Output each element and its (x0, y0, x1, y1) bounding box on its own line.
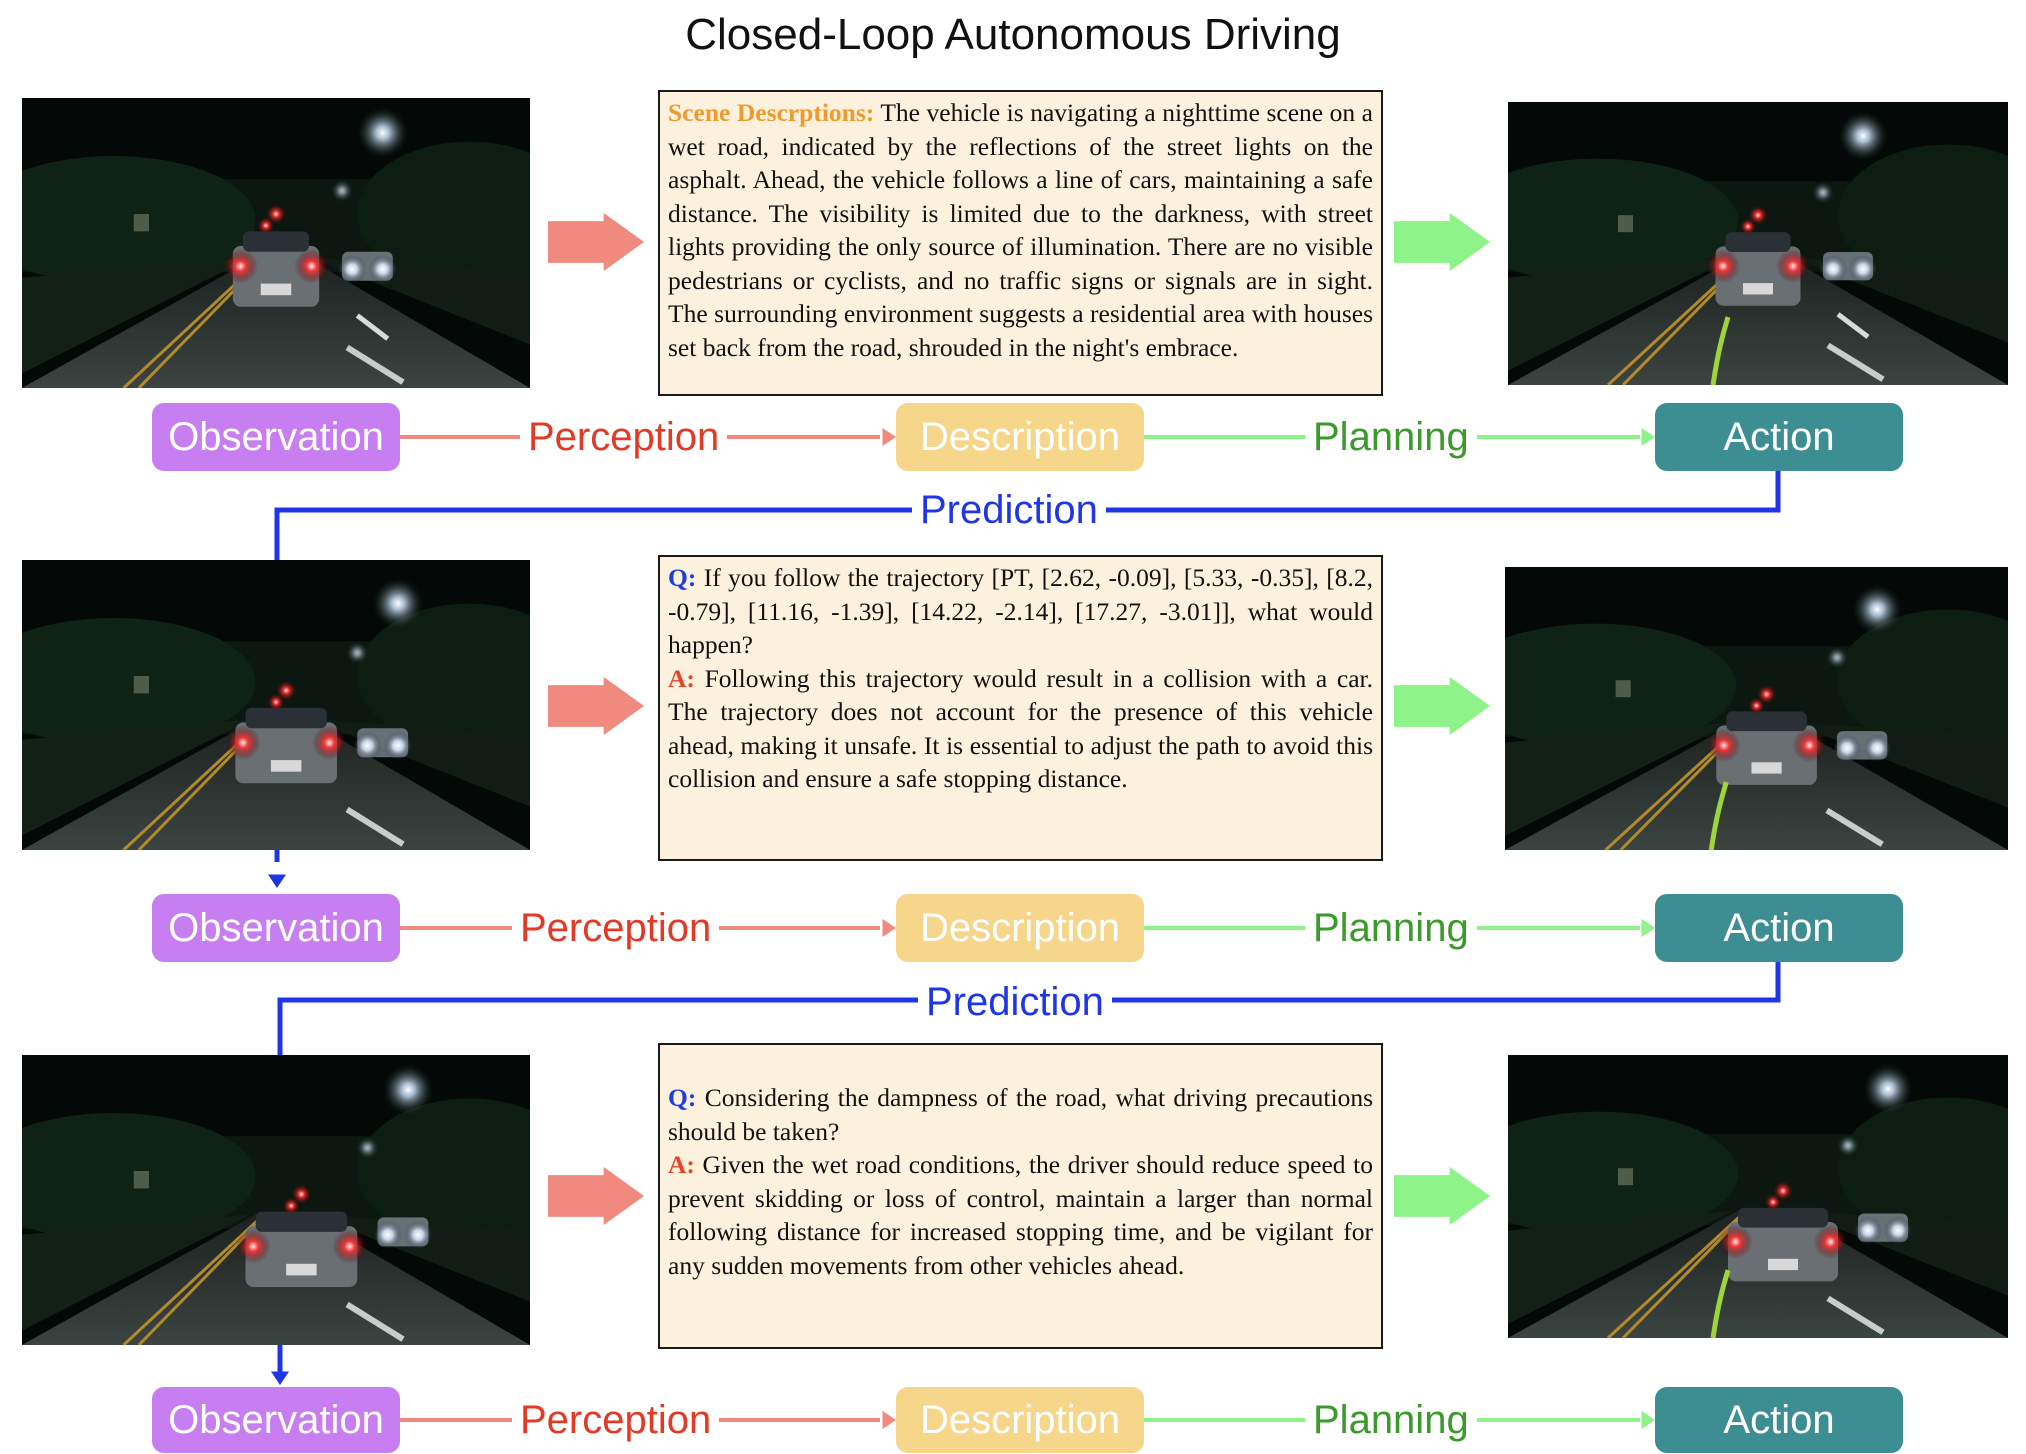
question-text-row-2: If you follow the trajectory [PT, [2.62,… (668, 563, 1373, 659)
perception-label-row-3: Perception (512, 1398, 720, 1442)
answer-label-row-2: A: (668, 663, 695, 693)
planning-label-row-2: Planning (1305, 906, 1477, 950)
description-node-row-2: Description (896, 894, 1144, 962)
action-image-row-3 (1508, 1055, 2008, 1338)
action-node-row-2: Action (1655, 894, 1903, 962)
scene-description-text: The vehicle is navigating a nighttime sc… (668, 98, 1373, 362)
perception-block-arrow-row-1 (548, 213, 644, 271)
answer-text-row-2: Following this trajectory would result i… (668, 663, 1373, 794)
perception-arrowhead-row-3 (882, 1411, 896, 1429)
perception-arrowhead-row-2 (882, 919, 896, 937)
action-image-row-2 (1505, 567, 2008, 850)
observation-image-row-2 (22, 560, 530, 850)
question-label-row-2: Q: (668, 563, 697, 592)
description-node-row-3: Description (896, 1387, 1144, 1453)
night-road-scene (1508, 102, 2008, 385)
perception-label-row-1: Perception (520, 415, 728, 459)
prediction-arrowhead-1 (268, 874, 286, 888)
planning-arrowhead-row-2 (1641, 919, 1655, 937)
night-road-scene (22, 98, 530, 388)
answer-text-row-3: Given the wet road conditions, the drive… (668, 1150, 1373, 1280)
planning-block-arrow-row-1 (1394, 213, 1490, 271)
planning-label-row-3: Planning (1305, 1398, 1477, 1442)
observation-node-row-2: Observation (152, 894, 400, 962)
qa-box-row-2: Q: If you follow the trajectory [PT, [2.… (658, 555, 1383, 861)
question-label-row-3: Q: (668, 1083, 697, 1112)
action-node-row-1: Action (1655, 403, 1903, 471)
qa-box-row-3: Q: Considering the dampness of the road,… (658, 1043, 1383, 1349)
action-node-row-3: Action (1655, 1387, 1903, 1453)
planning-label-row-1: Planning (1305, 415, 1477, 459)
answer-label-row-3: A: (668, 1150, 695, 1179)
night-road-scene (22, 560, 530, 850)
diagram-title: Closed-Loop Autonomous Driving (685, 10, 1341, 59)
perception-arrowhead-row-1 (882, 428, 896, 446)
planning-block-arrow-row-2 (1394, 677, 1490, 735)
question-text-row-3: Considering the dampness of the road, wh… (668, 1083, 1373, 1146)
observation-image-row-1 (22, 98, 530, 388)
observation-node-row-3: Observation (152, 1387, 400, 1453)
observation-image-row-3 (22, 1055, 530, 1345)
scene-description-label: Scene Descrptions: (668, 98, 875, 127)
observation-node-row-1: Observation (152, 403, 400, 471)
planning-arrowhead-row-1 (1641, 428, 1655, 446)
perception-block-arrow-row-2 (548, 677, 644, 735)
night-road-scene (1505, 567, 2008, 850)
prediction-arrowhead-2 (271, 1371, 289, 1385)
perception-block-arrow-row-3 (548, 1167, 644, 1225)
description-node-row-1: Description (896, 403, 1144, 471)
planning-arrowhead-row-3 (1641, 1411, 1655, 1429)
action-image-row-1 (1508, 102, 2008, 385)
planning-block-arrow-row-3 (1394, 1167, 1490, 1225)
night-road-scene (22, 1055, 530, 1345)
scene-description-box: Scene Descrptions: The vehicle is naviga… (658, 90, 1383, 396)
prediction-label-2: Prediction (918, 980, 1112, 1024)
perception-label-row-2: Perception (512, 906, 720, 950)
night-road-scene (1508, 1055, 2008, 1338)
prediction-label-1: Prediction (912, 488, 1106, 532)
